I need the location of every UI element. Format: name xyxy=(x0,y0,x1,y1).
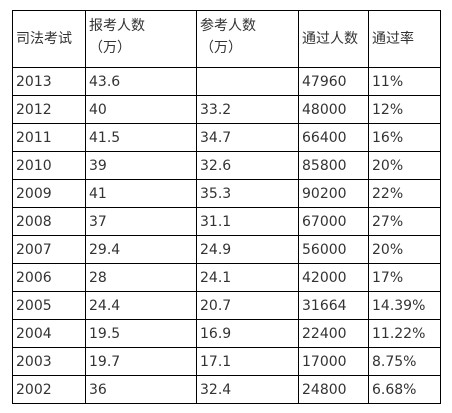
data-table: 司法考试 报考人数 （万） 参考人数 （万） 通过人数 通过率 2013 43.6 47960 1… xyxy=(12,10,441,404)
table-cell: 41 xyxy=(85,179,197,208)
table-cell: 8.75% xyxy=(368,347,441,376)
table-cell: 2008 xyxy=(12,207,86,236)
table-row: 2004 19.5 16.9 22400 11.22% xyxy=(12,319,441,348)
table-cell: 24.1 xyxy=(196,263,299,292)
header-cell: 报考人数 （万） xyxy=(85,10,197,68)
table-cell: 42000 xyxy=(298,263,369,292)
table-body: 2013 43.6 47960 11% 2012 40 33.2 48000 12% 2011 41… xyxy=(12,67,441,404)
table-cell: 33.2 xyxy=(196,95,299,124)
table-cell: 2005 xyxy=(12,291,86,320)
table-row: 2008 37 31.1 67000 27% xyxy=(12,207,441,236)
table-cell: 17.1 xyxy=(196,347,299,376)
table-cell: 2004 xyxy=(12,319,86,348)
table-cell: 2010 xyxy=(12,151,86,180)
header-cell: 通过率 xyxy=(368,10,441,68)
table-cell: 47960 xyxy=(298,67,369,96)
header-text: 通过率 xyxy=(372,31,414,47)
header-text: 参考人数 xyxy=(200,18,256,34)
table-cell: 19.7 xyxy=(85,347,197,376)
table-cell: 20.7 xyxy=(196,291,299,320)
table-cell: 27% xyxy=(368,207,441,236)
table-cell: 36 xyxy=(85,375,197,404)
table-cell: 2009 xyxy=(12,179,86,208)
table-cell: 90200 xyxy=(298,179,369,208)
table-row: 2007 29.4 24.9 56000 20% xyxy=(12,235,441,264)
table-cell: 48000 xyxy=(298,95,369,124)
table-cell: 2006 xyxy=(12,263,86,292)
table-cell: 20% xyxy=(368,235,441,264)
header-cell: 参考人数 （万） xyxy=(196,10,299,68)
table-cell: 31.1 xyxy=(196,207,299,236)
header-text: 司法考试 xyxy=(16,31,72,47)
table-row: 2005 24.4 20.7 31664 14.39% xyxy=(12,291,441,320)
table-cell: 22% xyxy=(368,179,441,208)
header-text: 报考人数 xyxy=(89,18,145,34)
table-row: 2012 40 33.2 48000 12% xyxy=(12,95,441,124)
table-row: 2009 41 35.3 90200 22% xyxy=(12,179,441,208)
table-cell: 85800 xyxy=(298,151,369,180)
table-row: 2002 36 32.4 24800 6.68% xyxy=(12,375,441,404)
table-cell: 37 xyxy=(85,207,197,236)
table-cell: 20% xyxy=(368,151,441,180)
header-text: （万） xyxy=(200,40,242,56)
header-text: （万） xyxy=(89,40,131,56)
table-cell: 24800 xyxy=(298,375,369,404)
table-cell: 16% xyxy=(368,123,441,152)
table-cell: 24.9 xyxy=(196,235,299,264)
table-cell: 41.5 xyxy=(85,123,197,152)
table-cell: 2002 xyxy=(12,375,86,404)
table-cell: 40 xyxy=(85,95,197,124)
table-cell: 34.7 xyxy=(196,123,299,152)
table-cell: 22400 xyxy=(298,319,369,348)
table-cell: 11.22% xyxy=(368,319,441,348)
table-cell: 16.9 xyxy=(196,319,299,348)
table-cell: 28 xyxy=(85,263,197,292)
table-cell: 39 xyxy=(85,151,197,180)
table-cell: 2013 xyxy=(12,67,86,96)
table-container: 司法考试 报考人数 （万） 参考人数 （万） 通过人数 通过率 2013 43.6 47960 1… xyxy=(12,10,441,404)
table-cell: 29.4 xyxy=(85,235,197,264)
table-cell: 35.3 xyxy=(196,179,299,208)
table-row: 2006 28 24.1 42000 17% xyxy=(12,263,441,292)
table-row: 2010 39 32.6 85800 20% xyxy=(12,151,441,180)
table-cell xyxy=(196,67,299,96)
header-cell: 通过人数 xyxy=(298,10,369,68)
table-cell: 66400 xyxy=(298,123,369,152)
table-cell: 32.4 xyxy=(196,375,299,404)
table-cell: 19.5 xyxy=(85,319,197,348)
table-cell: 2011 xyxy=(12,123,86,152)
table-cell: 11% xyxy=(368,67,441,96)
table-cell: 24.4 xyxy=(85,291,197,320)
table-cell: 17000 xyxy=(298,347,369,376)
table-cell: 17% xyxy=(368,263,441,292)
table-cell: 12% xyxy=(368,95,441,124)
table-cell: 2012 xyxy=(12,95,86,124)
table-cell: 56000 xyxy=(298,235,369,264)
table-cell: 67000 xyxy=(298,207,369,236)
table-cell: 2003 xyxy=(12,347,86,376)
table-row: 2013 43.6 47960 11% xyxy=(12,67,441,96)
table-cell: 43.6 xyxy=(85,67,197,96)
table-cell: 32.6 xyxy=(196,151,299,180)
header-row: 司法考试 报考人数 （万） 参考人数 （万） 通过人数 通过率 xyxy=(12,10,441,68)
table-row: 2003 19.7 17.1 17000 8.75% xyxy=(12,347,441,376)
header-cell: 司法考试 xyxy=(12,10,86,68)
table-cell: 14.39% xyxy=(368,291,441,320)
table-cell: 31664 xyxy=(298,291,369,320)
table-cell: 2007 xyxy=(12,235,86,264)
header-text: 通过人数 xyxy=(302,31,358,47)
table-cell: 6.68% xyxy=(368,375,441,404)
table-row: 2011 41.5 34.7 66400 16% xyxy=(12,123,441,152)
